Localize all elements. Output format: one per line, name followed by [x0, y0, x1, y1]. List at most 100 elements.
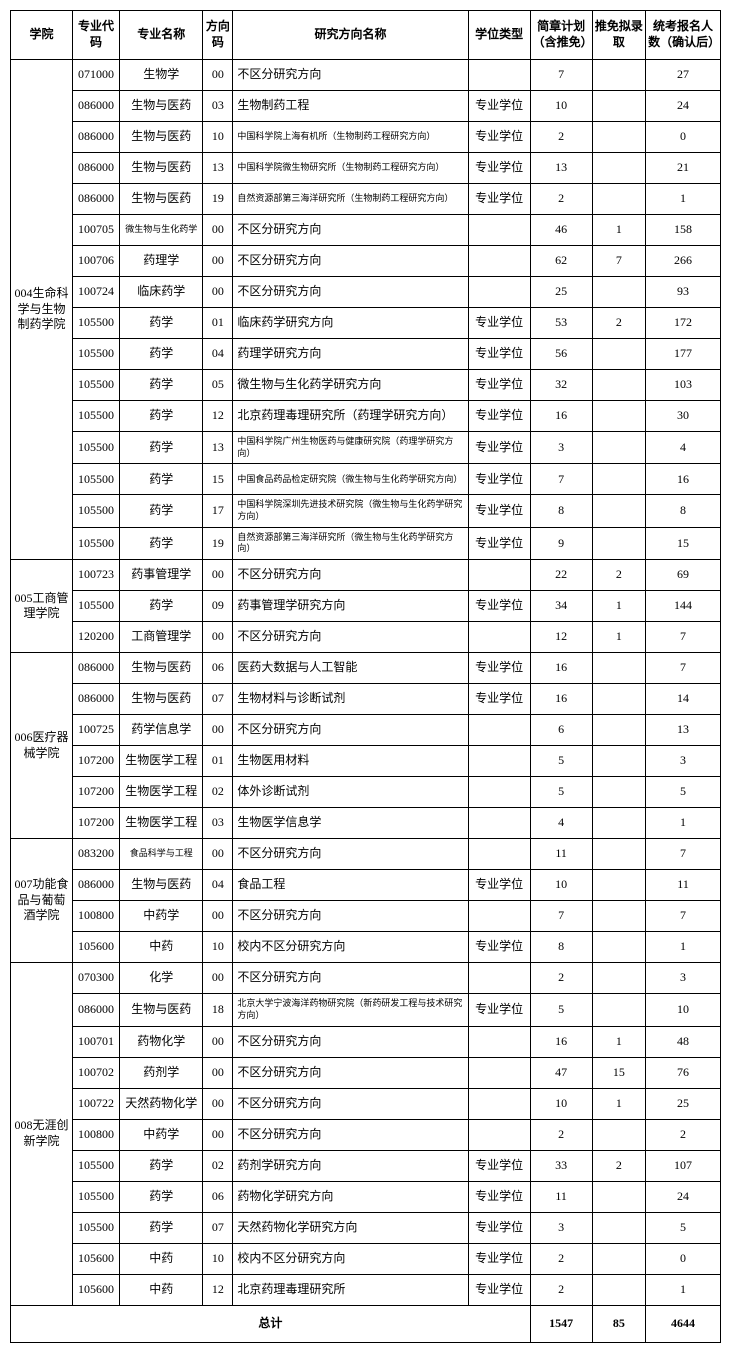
exempt-cell	[592, 839, 645, 870]
table-row: 107200生物医学工程02体外诊断试剂55	[11, 777, 721, 808]
dir-code-cell: 00	[203, 1026, 233, 1057]
plan-cell: 53	[530, 308, 592, 339]
dir-code-cell: 00	[203, 60, 233, 91]
dir-code-cell: 03	[203, 91, 233, 122]
deg-type-cell: 专业学位	[468, 122, 530, 153]
dir-name-cell: 自然资源部第三海洋研究所（微生物与生化药学研究方向）	[233, 527, 468, 559]
major-name-cell: 药事管理学	[120, 560, 203, 591]
dir-name-cell: 不区分研究方向	[233, 246, 468, 277]
plan-cell: 10	[530, 91, 592, 122]
deg-type-cell: 专业学位	[468, 495, 530, 527]
major-code-cell: 107200	[73, 746, 120, 777]
exempt-cell	[592, 1181, 645, 1212]
table-row: 107200生物医学工程03生物医学信息学41	[11, 808, 721, 839]
deg-type-cell: 专业学位	[468, 932, 530, 963]
dir-code-cell: 03	[203, 808, 233, 839]
major-name-cell: 药学信息学	[120, 715, 203, 746]
table-row: 086000生物与医药10中国科学院上海有机所（生物制药工程研究方向）专业学位2…	[11, 122, 721, 153]
enroll-cell: 93	[646, 277, 721, 308]
dir-name-cell: 不区分研究方向	[233, 1088, 468, 1119]
plan-cell: 22	[530, 560, 592, 591]
major-code-cell: 086000	[73, 122, 120, 153]
major-name-cell: 药学	[120, 370, 203, 401]
plan-cell: 2	[530, 1243, 592, 1274]
enroll-cell: 107	[646, 1150, 721, 1181]
dir-name-cell: 中国科学院深圳先进技术研究院（微生物与生化药学研究方向）	[233, 495, 468, 527]
dir-code-cell: 10	[203, 932, 233, 963]
th-dir-code: 方向码	[203, 11, 233, 60]
enroll-cell: 21	[646, 153, 721, 184]
dir-name-cell: 中国科学院上海有机所（生物制药工程研究方向）	[233, 122, 468, 153]
table-row: 107200生物医学工程01生物医用材料53	[11, 746, 721, 777]
dir-code-cell: 06	[203, 1181, 233, 1212]
major-name-cell: 生物学	[120, 60, 203, 91]
th-major-code: 专业代码	[73, 11, 120, 60]
table-row: 086000生物与医药18北京大学宁波海洋药物研究院（新药研发工程与技术研究方向…	[11, 994, 721, 1026]
major-code-cell: 100725	[73, 715, 120, 746]
dir-name-cell: 不区分研究方向	[233, 839, 468, 870]
major-name-cell: 药学	[120, 464, 203, 495]
dir-code-cell: 18	[203, 994, 233, 1026]
plan-cell: 2	[530, 1274, 592, 1305]
plan-cell: 32	[530, 370, 592, 401]
enroll-cell: 1	[646, 808, 721, 839]
exempt-cell: 1	[592, 215, 645, 246]
plan-cell: 5	[530, 746, 592, 777]
dir-name-cell: 不区分研究方向	[233, 1119, 468, 1150]
major-name-cell: 生物与医药	[120, 153, 203, 184]
major-name-cell: 生物医学工程	[120, 808, 203, 839]
total-enroll: 4644	[646, 1305, 721, 1342]
plan-cell: 16	[530, 684, 592, 715]
major-name-cell: 生物与医药	[120, 184, 203, 215]
dir-name-cell: 药物化学研究方向	[233, 1181, 468, 1212]
dir-code-cell: 10	[203, 1243, 233, 1274]
exempt-cell	[592, 527, 645, 559]
major-code-cell: 086000	[73, 994, 120, 1026]
table-row: 100724临床药学00不区分研究方向2593	[11, 277, 721, 308]
exempt-cell	[592, 184, 645, 215]
enroll-cell: 30	[646, 401, 721, 432]
dir-code-cell: 04	[203, 339, 233, 370]
major-name-cell: 中药	[120, 1243, 203, 1274]
table-row: 105600中药10校内不区分研究方向专业学位20	[11, 1243, 721, 1274]
major-name-cell: 中药	[120, 1274, 203, 1305]
table-row: 105500药学01临床药学研究方向专业学位532172	[11, 308, 721, 339]
major-code-cell: 070300	[73, 963, 120, 994]
major-code-cell: 086000	[73, 153, 120, 184]
table-row: 105600中药12北京药理毒理研究所专业学位21	[11, 1274, 721, 1305]
major-code-cell: 105500	[73, 527, 120, 559]
dir-name-cell: 中国科学院广州生物医药与健康研究院（药理学研究方向）	[233, 432, 468, 464]
dir-code-cell: 00	[203, 715, 233, 746]
dir-name-cell: 中国科学院微生物研究所（生物制药工程研究方向）	[233, 153, 468, 184]
major-name-cell: 药学	[120, 1212, 203, 1243]
major-name-cell: 生物与医药	[120, 91, 203, 122]
major-name-cell: 药理学	[120, 246, 203, 277]
deg-type-cell	[468, 808, 530, 839]
exempt-cell	[592, 994, 645, 1026]
dir-name-cell: 北京大学宁波海洋药物研究院（新药研发工程与技术研究方向）	[233, 994, 468, 1026]
plan-cell: 47	[530, 1057, 592, 1088]
table-row: 100705微生物与生化药学00不区分研究方向461158	[11, 215, 721, 246]
table-row: 086000生物与医药07生物材料与诊断试剂专业学位1614	[11, 684, 721, 715]
enroll-cell: 4	[646, 432, 721, 464]
plan-cell: 5	[530, 777, 592, 808]
deg-type-cell	[468, 246, 530, 277]
th-exempt: 推免拟录取	[592, 11, 645, 60]
exempt-cell	[592, 153, 645, 184]
exempt-cell	[592, 1243, 645, 1274]
exempt-cell	[592, 277, 645, 308]
exempt-cell	[592, 91, 645, 122]
enroll-cell: 158	[646, 215, 721, 246]
table-row: 004生命科学与生物制药学院071000生物学00不区分研究方向727	[11, 60, 721, 91]
deg-type-cell	[468, 560, 530, 591]
college-cell: 006医疗器械学院	[11, 653, 73, 839]
deg-type-cell: 专业学位	[468, 339, 530, 370]
major-name-cell: 微生物与生化药学	[120, 215, 203, 246]
major-name-cell: 生物与医药	[120, 994, 203, 1026]
college-cell: 005工商管理学院	[11, 560, 73, 653]
dir-code-cell: 17	[203, 495, 233, 527]
deg-type-cell: 专业学位	[468, 653, 530, 684]
dir-name-cell: 微生物与生化药学研究方向	[233, 370, 468, 401]
major-name-cell: 生物与医药	[120, 684, 203, 715]
plan-cell: 10	[530, 870, 592, 901]
